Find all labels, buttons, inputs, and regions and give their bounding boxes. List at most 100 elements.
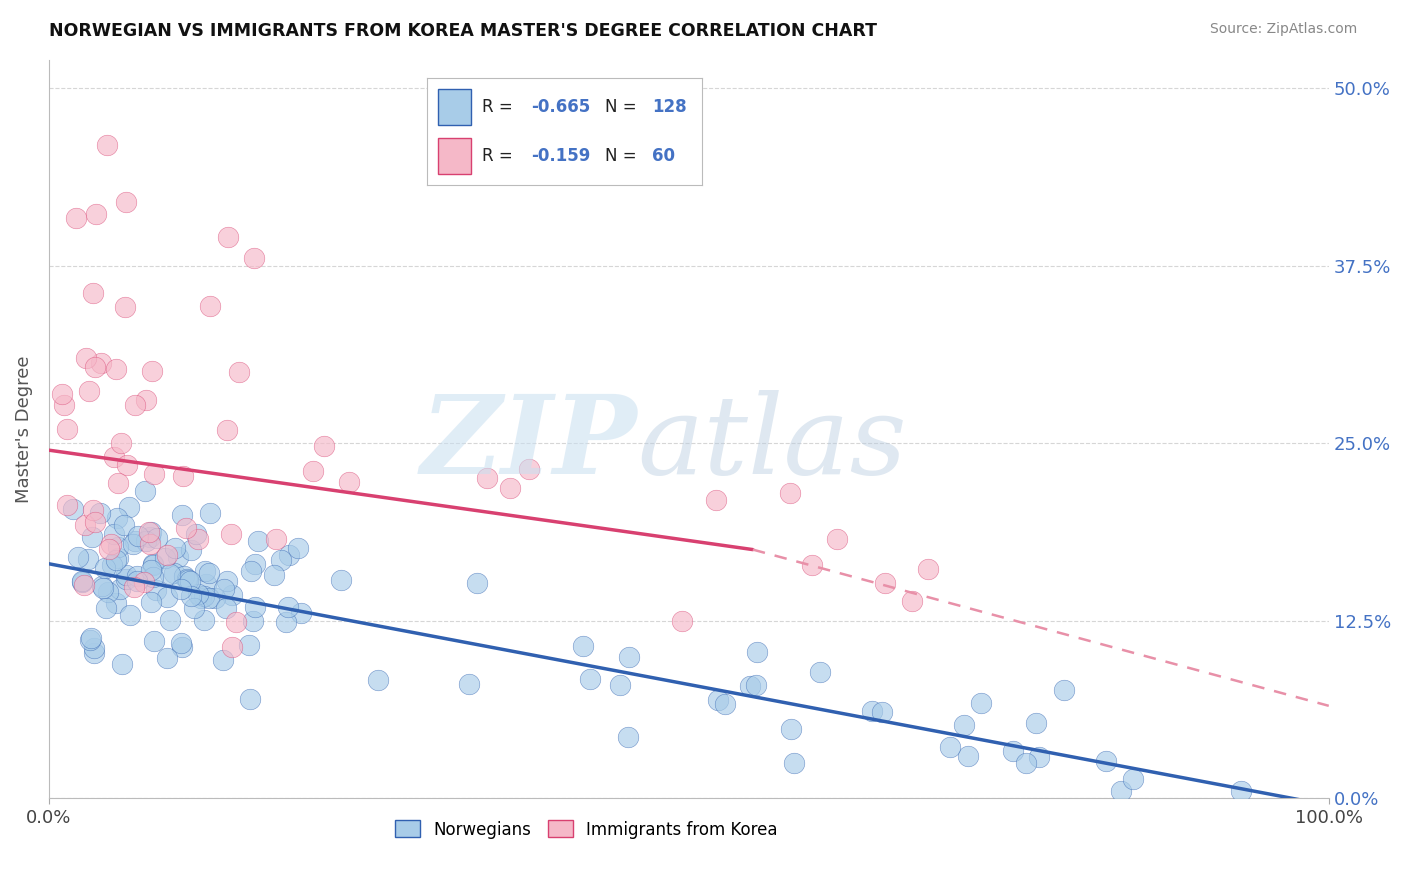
Point bbox=[110, 436, 132, 450]
Point bbox=[238, 638, 260, 652]
Point bbox=[367, 673, 389, 687]
Point bbox=[617, 649, 640, 664]
Point bbox=[747, 645, 769, 659]
Point bbox=[114, 568, 136, 582]
Point bbox=[97, 585, 120, 599]
Point bbox=[115, 458, 138, 472]
Point bbox=[105, 362, 128, 376]
Point bbox=[139, 525, 162, 540]
Point bbox=[240, 564, 263, 578]
Point bbox=[198, 591, 221, 606]
Point bbox=[1014, 756, 1036, 771]
Point bbox=[84, 360, 107, 375]
Point bbox=[221, 640, 243, 654]
Point bbox=[239, 692, 262, 706]
Point bbox=[263, 567, 285, 582]
Point bbox=[170, 640, 193, 654]
Point bbox=[75, 518, 97, 533]
Point bbox=[104, 596, 127, 610]
Point bbox=[142, 467, 165, 482]
Point bbox=[179, 574, 201, 588]
Point bbox=[217, 574, 239, 589]
Point bbox=[90, 356, 112, 370]
Point bbox=[127, 574, 149, 588]
Point bbox=[107, 550, 129, 565]
Point bbox=[105, 553, 128, 567]
Point bbox=[215, 601, 238, 615]
Point bbox=[198, 506, 221, 520]
Point bbox=[246, 534, 269, 549]
Point bbox=[135, 392, 157, 407]
Text: atlas: atlas bbox=[638, 390, 907, 498]
Point bbox=[65, 211, 87, 225]
Point bbox=[176, 572, 198, 586]
Point bbox=[103, 450, 125, 464]
Point bbox=[212, 582, 235, 596]
Point bbox=[242, 252, 264, 266]
Point bbox=[901, 594, 924, 608]
Point bbox=[873, 575, 896, 590]
Point bbox=[156, 548, 179, 562]
Point bbox=[114, 518, 136, 533]
Point bbox=[118, 607, 141, 622]
Y-axis label: Master's Degree: Master's Degree bbox=[15, 355, 32, 502]
Point bbox=[96, 600, 118, 615]
Point bbox=[302, 464, 325, 478]
Point bbox=[73, 578, 96, 592]
Point bbox=[172, 508, 194, 522]
Point bbox=[66, 550, 89, 565]
Point bbox=[1028, 750, 1050, 764]
Point bbox=[970, 696, 993, 710]
Point bbox=[1122, 772, 1144, 787]
Point bbox=[77, 552, 100, 566]
Point bbox=[52, 398, 75, 412]
Point bbox=[187, 532, 209, 546]
Point bbox=[173, 568, 195, 582]
Text: NORWEGIAN VS IMMIGRANTS FROM KOREA MASTER'S DEGREE CORRELATION CHART: NORWEGIAN VS IMMIGRANTS FROM KOREA MASTE… bbox=[49, 22, 877, 40]
Point bbox=[217, 230, 239, 244]
Point bbox=[142, 634, 165, 648]
Point bbox=[138, 524, 160, 539]
Point bbox=[194, 564, 217, 578]
Point bbox=[134, 484, 156, 499]
Point bbox=[243, 600, 266, 615]
Point bbox=[138, 537, 160, 551]
Point bbox=[142, 569, 165, 583]
Point bbox=[96, 137, 118, 152]
Point bbox=[184, 527, 207, 541]
Point bbox=[121, 537, 143, 551]
Point bbox=[132, 574, 155, 589]
Point bbox=[97, 541, 120, 556]
Point bbox=[156, 651, 179, 665]
Point bbox=[127, 529, 149, 543]
Point bbox=[82, 286, 104, 301]
Point bbox=[114, 301, 136, 315]
Point bbox=[1001, 743, 1024, 757]
Point bbox=[609, 678, 631, 692]
Point bbox=[82, 502, 104, 516]
Point bbox=[100, 537, 122, 551]
Point bbox=[75, 351, 97, 366]
Point bbox=[780, 722, 803, 736]
Point bbox=[190, 591, 212, 605]
Point bbox=[212, 653, 235, 667]
Point bbox=[337, 475, 360, 490]
Point bbox=[956, 749, 979, 764]
Point bbox=[70, 575, 93, 590]
Point bbox=[142, 558, 165, 573]
Point bbox=[219, 527, 242, 541]
Point bbox=[153, 550, 176, 565]
Point bbox=[187, 587, 209, 601]
Point bbox=[704, 492, 727, 507]
Point bbox=[870, 705, 893, 719]
Point bbox=[170, 582, 193, 597]
Point bbox=[107, 475, 129, 490]
Point bbox=[740, 679, 762, 693]
Point bbox=[141, 364, 163, 378]
Point bbox=[1025, 715, 1047, 730]
Point bbox=[101, 558, 124, 572]
Point bbox=[277, 599, 299, 614]
Point bbox=[114, 194, 136, 209]
Point bbox=[172, 469, 194, 483]
Point bbox=[135, 534, 157, 549]
